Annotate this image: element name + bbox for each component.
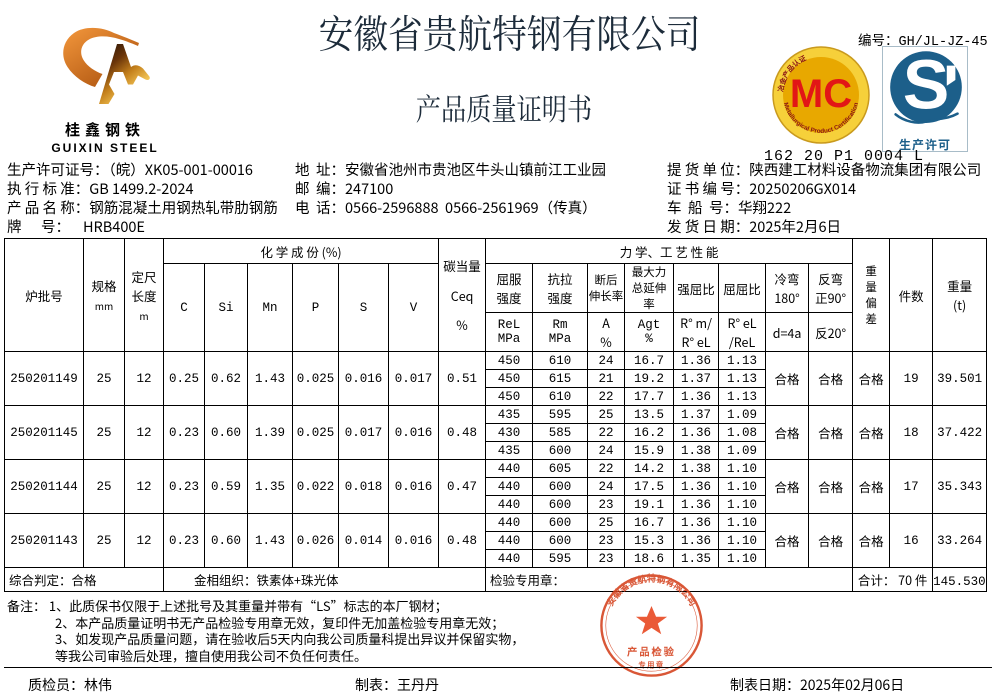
svg-text:安徽省贵航特钢有限公司: 安徽省贵航特钢有限公司 <box>604 573 698 608</box>
svg-text:产品检验: 产品检验 <box>627 646 676 659</box>
svg-text:MC: MC <box>790 72 852 116</box>
